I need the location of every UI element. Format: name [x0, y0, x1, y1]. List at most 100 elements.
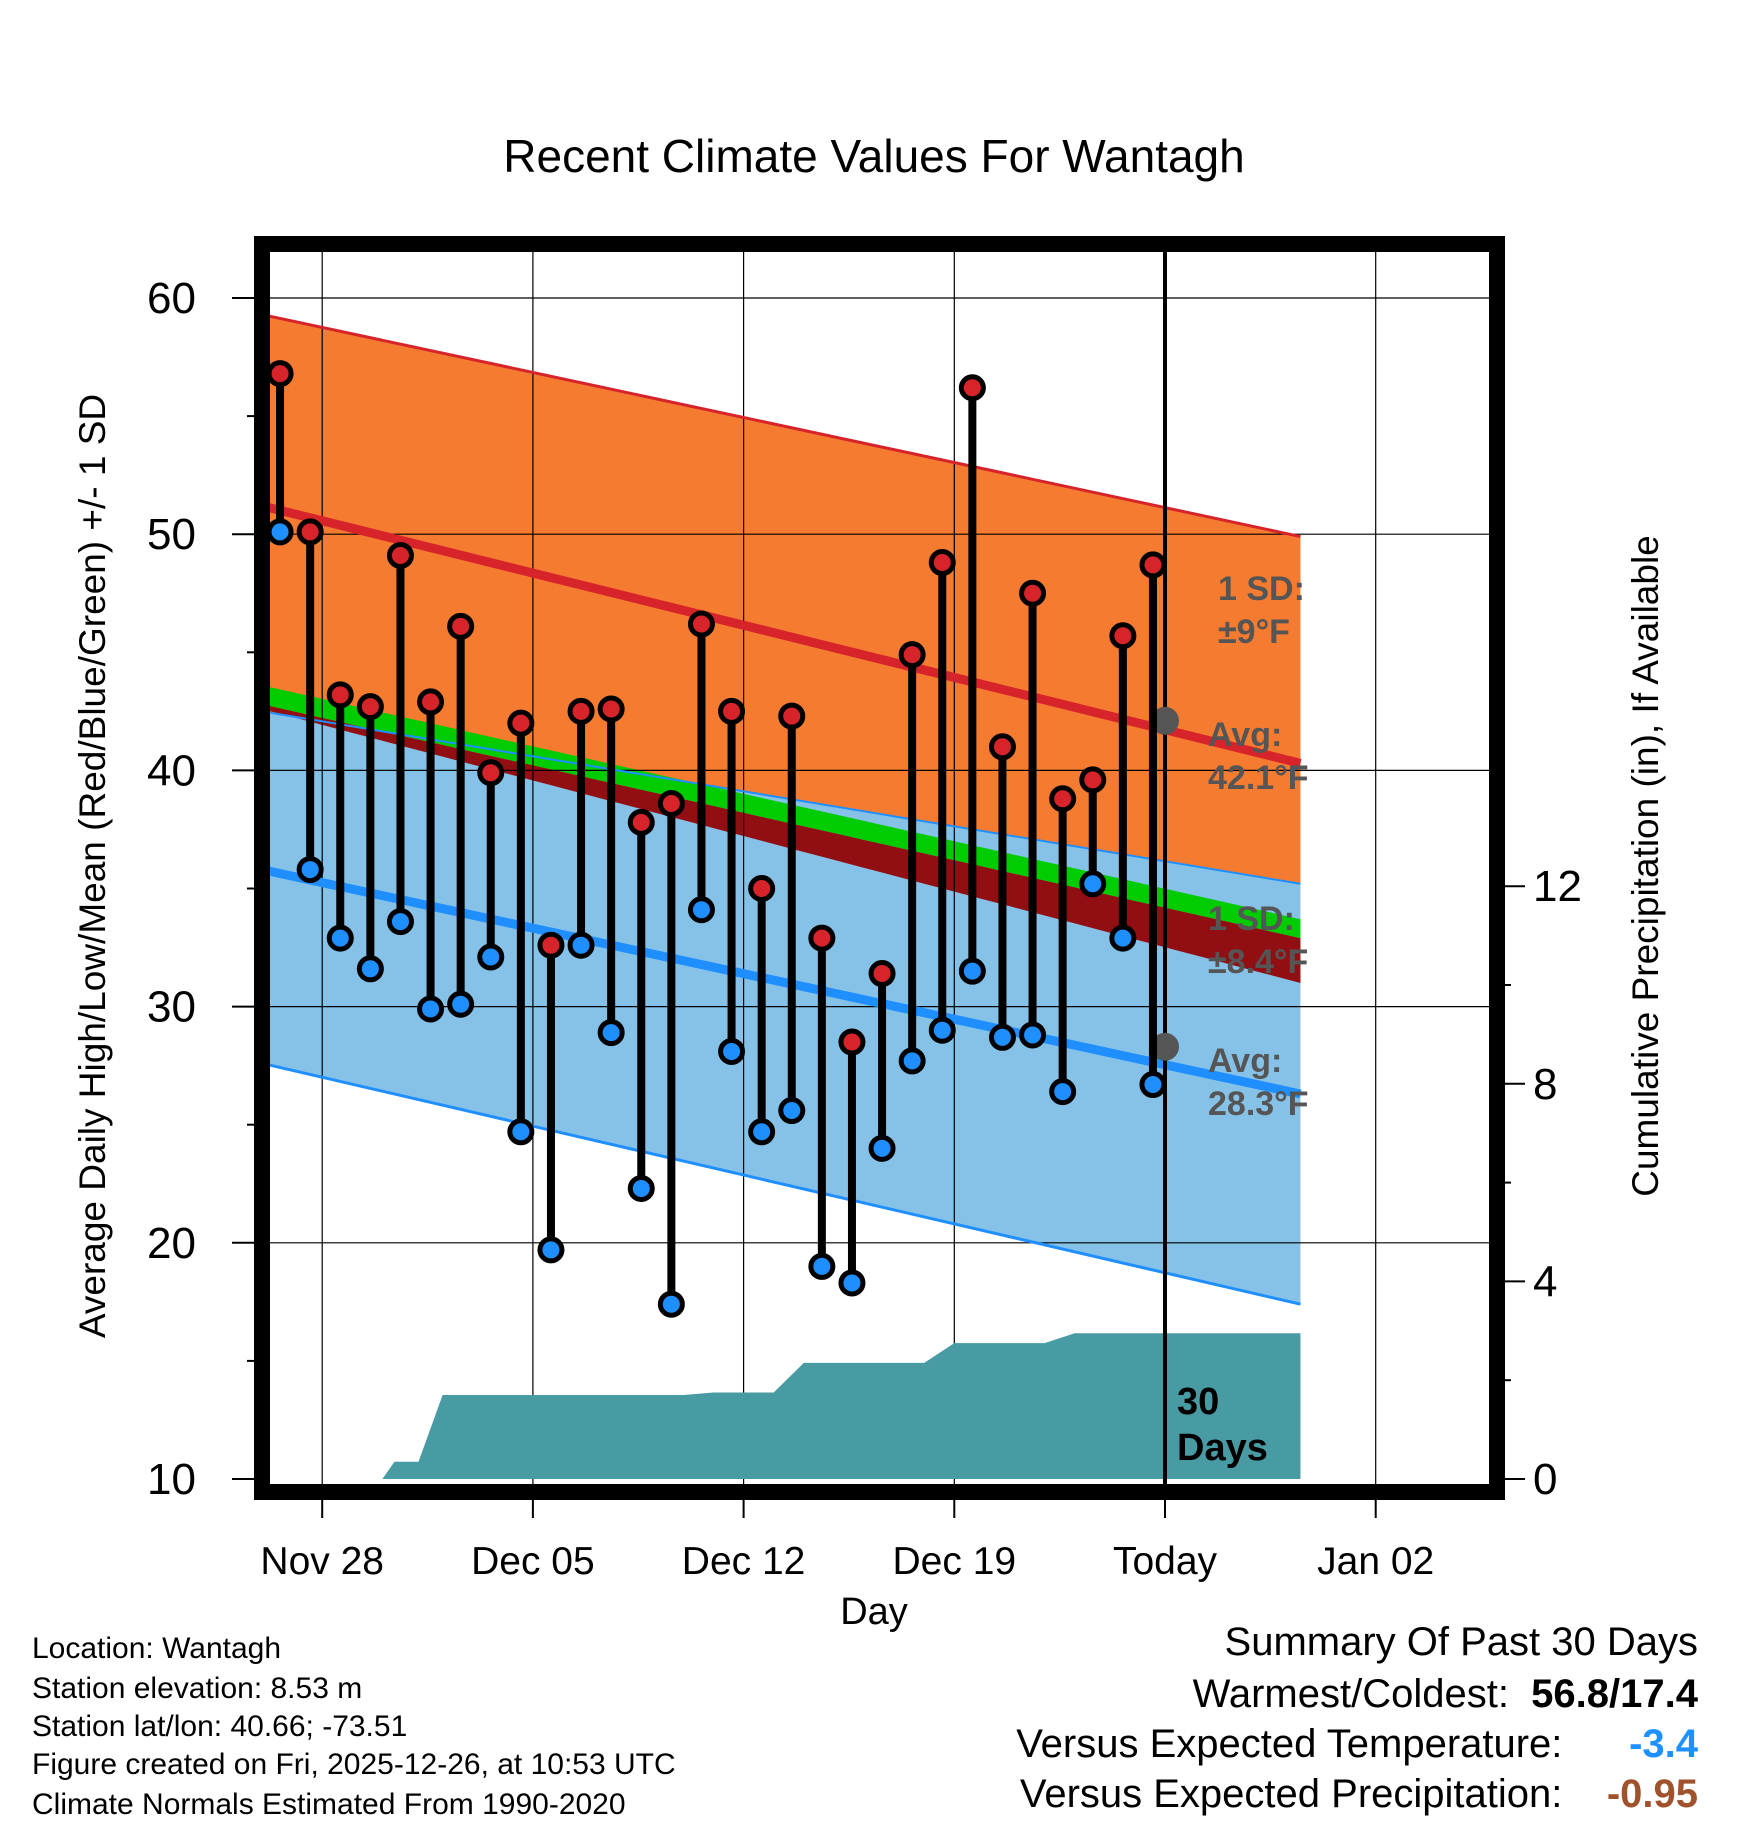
x-tick-label: Dec 05 — [471, 1540, 595, 1583]
day-low-point — [507, 1118, 535, 1146]
normal-marker — [1151, 1032, 1179, 1061]
annotation-value: ±8.4°F — [1208, 943, 1308, 981]
y-tick-label: 50 — [147, 510, 196, 559]
plot-frame — [254, 236, 1505, 1500]
day-low-point — [537, 1236, 565, 1264]
summary-temp-value: -3.4 — [1629, 1722, 1698, 1766]
annotation-label: Avg: — [1208, 716, 1282, 754]
day-high-point — [687, 610, 715, 638]
summary-precip-label: Versus Expected Precipitation: — [1019, 1772, 1563, 1816]
summary-title: Summary Of Past 30 Days — [1224, 1620, 1698, 1664]
high-plus-sd-line — [261, 313, 1301, 539]
annotation-value: 42.1°F — [1208, 759, 1309, 797]
footer-created: Figure created on Fri, 2025-12-26, at 10… — [32, 1748, 676, 1781]
day-high-point — [627, 808, 655, 836]
y2-axis-label: Cumulative Precipitation (in), If Availa… — [1625, 535, 1666, 1197]
footer-latlon: Station lat/lon: 40.66; -73.51 — [32, 1710, 408, 1743]
y-tick-label: 40 — [147, 746, 196, 795]
window-label: 30 — [1177, 1381, 1219, 1423]
day-low-point — [627, 1174, 655, 1202]
day-high-point — [988, 733, 1016, 761]
low-minus-sd-line — [261, 1061, 1301, 1306]
footer-elevation: Station elevation: 8.53 m — [32, 1672, 363, 1705]
y-tick-label: 20 — [147, 1219, 196, 1268]
day-high-point — [266, 360, 294, 388]
day-low-point — [597, 1019, 625, 1047]
day-high-point — [868, 960, 896, 988]
window-label: Days — [1177, 1427, 1268, 1469]
day-low-point — [296, 856, 324, 884]
day-high-point — [1079, 766, 1107, 794]
precip-area-fill — [262, 1333, 1301, 1479]
y-tick-label: 10 — [147, 1455, 196, 1504]
day-low-point — [958, 957, 986, 985]
day-high-point — [748, 875, 776, 902]
x-tick-label: Dec 12 — [682, 1540, 806, 1583]
day-low-point — [447, 990, 475, 1018]
day-high-point — [326, 681, 354, 709]
day-high-point — [477, 759, 505, 787]
day-high-point — [1139, 551, 1167, 579]
normal-bands — [262, 314, 1301, 1305]
day-high-point — [447, 612, 475, 640]
summary-warm-cold-value: 56.8/17.4 — [1531, 1672, 1698, 1716]
day-high-point — [1109, 622, 1137, 650]
day-high-point — [958, 374, 986, 402]
annotation-label: Avg: — [1208, 1042, 1282, 1080]
day-low-point — [1109, 924, 1137, 952]
day-low-point — [657, 1290, 685, 1318]
day-high-point — [1019, 579, 1047, 607]
day-high-point — [898, 641, 926, 669]
day-low-point — [356, 955, 384, 983]
day-low-point — [868, 1134, 896, 1162]
day-low-point — [718, 1037, 746, 1065]
day-low-point — [928, 1016, 956, 1044]
summary-temp: Versus Expected Temperature: -3.4 — [1016, 1722, 1698, 1767]
y2-tick-label: 8 — [1533, 1060, 1557, 1109]
day-low-point — [988, 1023, 1016, 1051]
x-tick-label: Jan 02 — [1317, 1540, 1434, 1583]
summary-warm-cold-label: Warmest/Coldest: — [1192, 1672, 1509, 1716]
day-high-point — [507, 709, 535, 737]
day-high-point — [718, 697, 746, 725]
annotation-label: 1 SD: — [1218, 570, 1305, 608]
day-low-point — [567, 931, 595, 959]
day-low-point — [477, 943, 505, 971]
y2-tick-label: 0 — [1533, 1455, 1557, 1504]
summary-precip-value: -0.95 — [1606, 1772, 1698, 1816]
day-high-point — [657, 789, 685, 817]
y-tick-label: 30 — [147, 983, 196, 1032]
day-low-point — [808, 1252, 836, 1280]
day-high-point — [386, 541, 414, 569]
day-high-point — [838, 1028, 866, 1056]
footer-location: Location: Wantagh — [32, 1632, 282, 1665]
normal-lines — [260, 313, 1302, 1306]
day-high-point — [778, 702, 806, 730]
day-low-point — [1019, 1021, 1047, 1049]
chart-title: Recent Climate Values For Wantagh — [503, 130, 1244, 182]
day-high-point — [296, 518, 324, 546]
summary-temp-label: Versus Expected Temperature: — [1016, 1722, 1563, 1766]
day-high-point — [597, 695, 625, 723]
x-tick-label: Today — [1113, 1540, 1218, 1583]
x-tick-label: Dec 19 — [893, 1540, 1017, 1583]
x-tick-label: Nov 28 — [260, 1540, 384, 1583]
day-low-point — [778, 1097, 806, 1125]
x-axis-label: Day — [840, 1591, 908, 1633]
day-high-point — [808, 924, 836, 952]
annotation-value: 28.3°F — [1208, 1085, 1309, 1123]
day-low-point — [898, 1047, 926, 1075]
daily-data — [266, 360, 1167, 1318]
y2-tick-label: 12 — [1533, 862, 1582, 911]
day-low-point — [748, 1118, 776, 1146]
footer-normals: Climate Normals Estimated From 1990-2020 — [32, 1788, 626, 1821]
y-tick-label: 60 — [147, 274, 196, 323]
normal-marker — [1151, 706, 1179, 735]
day-low-point — [326, 924, 354, 952]
y-axis-label: Average Daily High/Low/Mean (Red/Blue/Gr… — [72, 394, 113, 1338]
y2-tick-label: 4 — [1533, 1257, 1557, 1306]
avg-high-line — [260, 501, 1302, 768]
day-low-point — [1079, 870, 1107, 898]
precip-area — [262, 1333, 1301, 1479]
